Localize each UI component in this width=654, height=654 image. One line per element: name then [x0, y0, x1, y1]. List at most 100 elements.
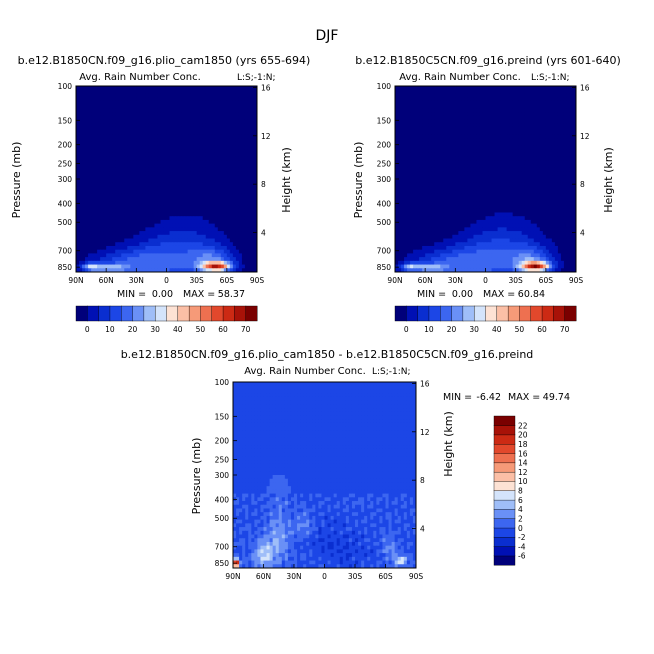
field-cell — [413, 179, 417, 184]
field-cell — [539, 119, 544, 124]
field-cell — [163, 149, 167, 154]
field-cell — [223, 171, 228, 176]
field-cell — [395, 100, 399, 106]
field-cell — [220, 145, 225, 150]
field-cell — [187, 123, 192, 128]
field-cell — [115, 208, 119, 213]
field-cell — [455, 126, 459, 132]
field-cell — [205, 212, 210, 217]
field-cell — [509, 86, 514, 91]
field-cell — [413, 141, 417, 147]
field-cell — [169, 100, 174, 106]
field-cell — [184, 100, 189, 106]
field-cell — [446, 149, 450, 154]
field-cell — [548, 145, 553, 150]
field-cell — [452, 149, 456, 154]
field-cell — [500, 108, 505, 113]
field-cell — [214, 112, 219, 117]
field-cell — [154, 152, 158, 158]
field-cell — [163, 257, 167, 262]
field-cell — [118, 219, 122, 225]
field-cell — [148, 201, 152, 206]
colorbar-swatch — [154, 305, 168, 322]
field-cell — [133, 112, 137, 117]
field-cell — [530, 123, 535, 128]
field-cell — [560, 134, 565, 139]
field-cell — [109, 249, 113, 254]
field-cell — [193, 138, 198, 143]
field-cell — [554, 86, 559, 91]
field-cell — [479, 197, 483, 202]
field-cell — [163, 245, 167, 251]
field-cell — [112, 160, 116, 165]
field-cell — [401, 123, 405, 128]
field-cell — [163, 182, 167, 187]
field-cell — [428, 171, 432, 176]
field-cell — [193, 190, 198, 195]
field-cell — [428, 197, 432, 202]
field-cell — [91, 253, 95, 258]
field-cell — [211, 138, 216, 143]
field-cell — [560, 126, 565, 132]
field-cell — [169, 234, 174, 240]
field-cell — [434, 149, 438, 154]
field-cell — [226, 167, 231, 173]
field-cell — [142, 115, 146, 120]
field-cell — [425, 190, 429, 195]
field-cell — [160, 186, 164, 191]
field-cell — [202, 89, 207, 94]
field-cell — [100, 223, 104, 228]
field-cell — [118, 112, 122, 117]
field-cell — [250, 86, 255, 91]
field-cell — [407, 164, 411, 169]
field-cell — [416, 97, 420, 102]
field-cell — [157, 149, 161, 154]
field-cell — [250, 89, 255, 94]
field-cell — [428, 167, 432, 173]
field-cell — [446, 160, 450, 165]
field-cell — [431, 156, 435, 161]
field-cell — [404, 119, 408, 124]
field-cell — [169, 245, 174, 251]
field-cell — [115, 149, 119, 154]
field-cell — [422, 197, 426, 202]
field-cell — [563, 164, 568, 169]
field-cell — [163, 93, 167, 98]
field-cell — [569, 126, 574, 132]
field-cell — [151, 119, 155, 124]
field-cell — [139, 193, 143, 199]
field-cell — [76, 134, 80, 139]
field-cell — [247, 152, 252, 158]
field-cell — [130, 175, 134, 180]
field-cell — [244, 197, 249, 202]
field-cell — [569, 175, 574, 180]
field-cell — [103, 171, 107, 176]
field-cell — [446, 100, 450, 106]
field-cell — [121, 249, 125, 254]
field-cell — [515, 123, 520, 128]
field-cell — [133, 264, 137, 269]
field-cell — [247, 253, 252, 258]
field-cell — [211, 171, 216, 176]
field-cell — [181, 138, 186, 143]
field-cell — [551, 141, 556, 147]
field-cell — [223, 238, 228, 243]
field-cell — [509, 175, 514, 180]
field-cell — [533, 89, 538, 94]
field-cell — [178, 141, 183, 147]
field-cell — [187, 97, 192, 102]
field-cell — [554, 93, 559, 98]
field-cell — [193, 208, 198, 213]
field-cell — [425, 193, 429, 199]
field-cell — [208, 97, 213, 102]
field-cell — [410, 119, 414, 124]
field-cell — [175, 93, 180, 98]
field-cell — [470, 197, 474, 202]
field-cell — [121, 152, 125, 158]
field-cell — [226, 126, 231, 132]
field-cell — [175, 223, 180, 228]
field-cell — [157, 138, 161, 143]
field-cell — [142, 186, 146, 191]
field-cell — [446, 97, 450, 102]
field-cell — [232, 264, 237, 269]
